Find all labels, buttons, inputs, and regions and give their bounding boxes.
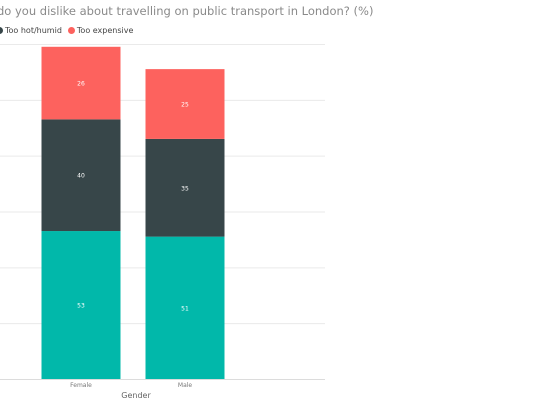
x-axis-title: Gender (121, 391, 151, 400)
legend-swatch-too-hot-humid (0, 27, 3, 34)
data-label: 25 (181, 102, 189, 109)
x-tick-label: Female (70, 382, 92, 389)
legend: Too hot/humid Too expensive (0, 26, 139, 35)
legend-label-too-expensive: Too expensive (76, 26, 134, 35)
chart-title: do you dislike about travelling on publi… (0, 4, 374, 18)
data-label: 51 (181, 305, 189, 312)
data-label: 26 (77, 81, 85, 88)
bar-female-segment-0[interactable] (41, 231, 121, 379)
data-label: 53 (77, 303, 85, 310)
legend-label-too-hot-humid: Too hot/humid (5, 26, 62, 35)
data-label: 40 (77, 173, 85, 180)
data-label: 35 (181, 185, 189, 192)
bar-female-segment-1[interactable] (41, 119, 121, 232)
bar-male-segment-0[interactable] (145, 236, 225, 379)
bar-male-segment-1[interactable] (145, 138, 225, 237)
legend-swatch-too-expensive (67, 27, 75, 34)
x-tick-label: Male (178, 382, 193, 389)
bar-male-segment-2[interactable] (145, 69, 225, 139)
legend-item-too-expensive[interactable]: Too expensive (67, 26, 134, 35)
bar-female-segment-2[interactable] (41, 46, 121, 120)
legend-item-too-hot-humid[interactable]: Too hot/humid (0, 26, 62, 35)
